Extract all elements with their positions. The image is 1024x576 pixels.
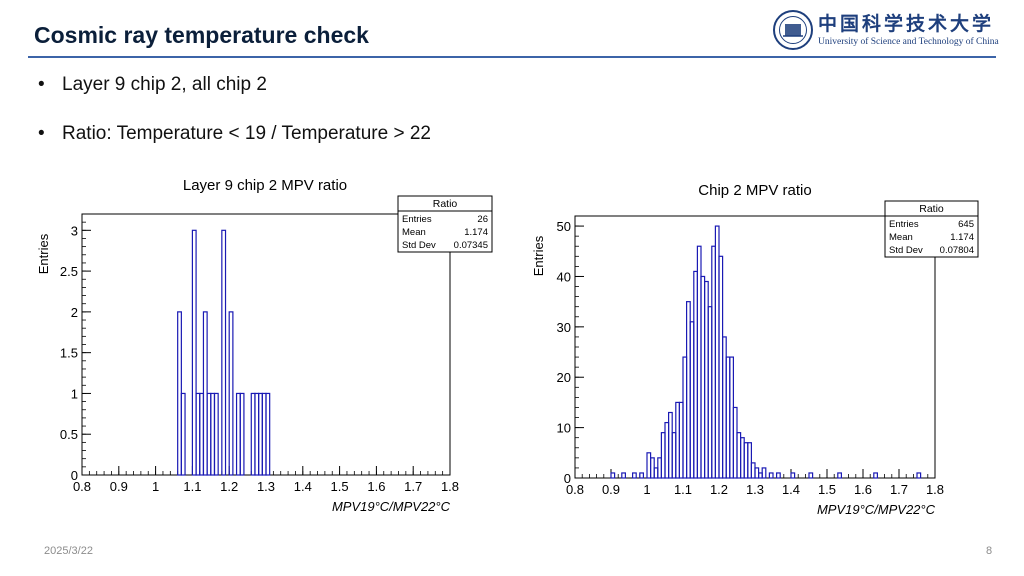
university-seal-icon bbox=[773, 10, 813, 50]
histogram-bin bbox=[213, 392, 219, 476]
logo-chinese-name: 中国科学技术大学 bbox=[818, 13, 995, 35]
y-tick-label: 1 bbox=[71, 386, 78, 401]
histogram-bin bbox=[228, 311, 234, 476]
x-tick-label: 0.8 bbox=[73, 479, 91, 494]
histogram-bin bbox=[265, 392, 271, 476]
chart-title: Layer 9 chip 2 MPV ratio bbox=[183, 177, 347, 194]
stats-label: Mean bbox=[889, 232, 913, 243]
stats-value: 1.174 bbox=[464, 227, 488, 238]
x-axis-label: MPV19°C/MPV22°C bbox=[817, 502, 936, 517]
y-tick-label: 3 bbox=[71, 223, 78, 238]
stats-value: 645 bbox=[958, 219, 974, 230]
x-tick-label: 1.5 bbox=[818, 482, 836, 497]
stats-value: 26 bbox=[477, 214, 488, 225]
slide-title: Cosmic ray temperature check bbox=[34, 22, 369, 48]
x-tick-label: 1.3 bbox=[257, 479, 275, 494]
stats-title: Ratio bbox=[433, 198, 458, 210]
bullet-item: • Layer 9 chip 2, all chip 2 bbox=[38, 74, 267, 96]
y-tick-label: 0.5 bbox=[60, 427, 78, 442]
x-tick-label: 0.8 bbox=[566, 482, 584, 497]
histogram-bin bbox=[916, 472, 922, 479]
histogram-right: Chip 2 MPV ratio 0.8 0.9 1 1.1 1.2 1.3 1.4 1.5 1.… bbox=[531, 182, 979, 517]
x-tick-label: 1.8 bbox=[441, 479, 459, 494]
stats-value: 0.07345 bbox=[454, 240, 488, 251]
stats-label: Entries bbox=[402, 214, 432, 225]
y-axis-label: Entries bbox=[531, 235, 546, 276]
stats-label: Mean bbox=[402, 227, 426, 238]
stats-box bbox=[397, 195, 493, 253]
bullet-dot-icon: • bbox=[38, 74, 45, 95]
histogram-bin bbox=[761, 467, 767, 479]
histogram-bin bbox=[631, 472, 637, 479]
histogram-bin bbox=[873, 472, 878, 479]
stats-box bbox=[884, 200, 979, 258]
university-logo: 中国科学技术大学 University of Science and Techn… bbox=[772, 7, 1002, 53]
histogram-bin bbox=[776, 472, 781, 479]
histogram-bin bbox=[621, 472, 627, 479]
x-tick-label: 1.3 bbox=[746, 482, 764, 497]
y-tick-label: 50 bbox=[557, 219, 571, 234]
stats-title: Ratio bbox=[919, 203, 944, 215]
x-tick-label: 0.9 bbox=[602, 482, 620, 497]
histogram-bin bbox=[768, 472, 774, 479]
bullet-dot-icon: • bbox=[38, 123, 45, 144]
x-tick-label: 1.5 bbox=[331, 479, 349, 494]
x-tick-label: 1.6 bbox=[367, 479, 385, 494]
title-divider bbox=[28, 56, 996, 58]
histogram-bin bbox=[239, 392, 245, 476]
logo-english-name: University of Science and Technology of … bbox=[818, 37, 999, 47]
stats-label: Std Dev bbox=[402, 240, 436, 251]
x-tick-label: 0.9 bbox=[110, 479, 128, 494]
bullet-text: Layer 9 chip 2, all chip 2 bbox=[62, 74, 267, 95]
stats-label: Entries bbox=[889, 219, 919, 230]
x-tick-label: 1.8 bbox=[926, 482, 944, 497]
histogram-bin bbox=[808, 472, 814, 479]
page-number: 8 bbox=[986, 545, 993, 557]
histogram-bin bbox=[610, 472, 616, 479]
bullet-item: • Ratio: Temperature < 19 / Temperature >… bbox=[38, 123, 431, 145]
stats-value: 0.07804 bbox=[940, 245, 974, 256]
y-tick-label: 0 bbox=[564, 471, 571, 486]
x-tick-label: 1.1 bbox=[183, 479, 201, 494]
x-tick-label: 1 bbox=[643, 482, 650, 497]
histogram-bin bbox=[837, 472, 842, 479]
histogram-bin bbox=[221, 229, 227, 476]
y-tick-label: 2.5 bbox=[60, 264, 78, 279]
y-tick-label: 30 bbox=[557, 320, 571, 335]
histogram-bin bbox=[790, 472, 796, 479]
bullet-text: Ratio: Temperature < 19 / Temperature > … bbox=[62, 123, 431, 144]
histogram-bin bbox=[191, 229, 197, 476]
y-tick-label: 40 bbox=[557, 269, 571, 284]
histogram-bin bbox=[180, 392, 186, 476]
histogram-bin bbox=[747, 442, 753, 479]
stats-label: Std Dev bbox=[889, 245, 923, 256]
x-tick-label: 1.4 bbox=[294, 479, 312, 494]
x-tick-label: 1 bbox=[152, 479, 159, 494]
chart-title: Chip 2 MPV ratio bbox=[698, 182, 811, 199]
x-tick-label: 1.7 bbox=[404, 479, 422, 494]
x-tick-label: 1.7 bbox=[890, 482, 908, 497]
histogram-bin bbox=[639, 472, 645, 479]
x-tick-label: 1.1 bbox=[674, 482, 692, 497]
y-tick-label: 10 bbox=[557, 421, 571, 436]
x-tick-label: 1.6 bbox=[854, 482, 872, 497]
stats-value: 1.174 bbox=[950, 232, 974, 243]
footer-date: 2025/3/22 bbox=[44, 545, 93, 557]
y-tick-label: 1.5 bbox=[60, 346, 78, 361]
histogram-left: Layer 9 chip 2 MPV ratio 0.8 0.9 1 1.1 1.2 1.3… bbox=[36, 177, 493, 514]
plot-frame bbox=[574, 215, 936, 479]
y-tick-label: 20 bbox=[557, 370, 571, 385]
y-tick-label: 0 bbox=[71, 468, 78, 483]
x-axis-label: MPV19°C/MPV22°C bbox=[332, 499, 451, 514]
y-tick-label: 2 bbox=[71, 305, 78, 320]
x-tick-label: 1.2 bbox=[220, 479, 238, 494]
x-tick-label: 1.2 bbox=[710, 482, 728, 497]
y-axis-label: Entries bbox=[36, 233, 51, 274]
x-tick-label: 1.4 bbox=[782, 482, 800, 497]
